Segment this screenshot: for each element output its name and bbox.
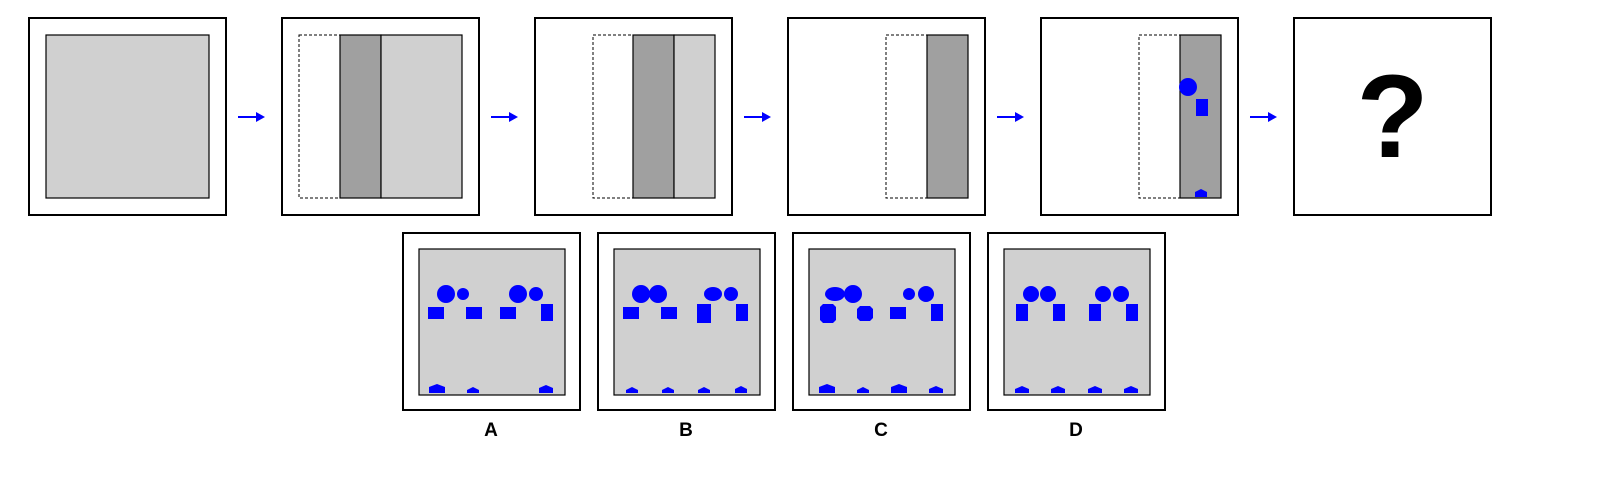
blue-rectangle [428, 307, 444, 319]
blue-rectangle [1126, 304, 1138, 321]
blue-pentagon [429, 384, 445, 393]
blue-pentagon [929, 386, 943, 393]
blue-circle [1023, 286, 1039, 302]
blue-rectangle [736, 304, 748, 321]
blue-circle [844, 285, 862, 303]
option-b-label[interactable]: B [679, 420, 693, 441]
blue-octagon [857, 306, 873, 321]
blue-pentagon [1051, 386, 1065, 393]
blue-circle [1040, 286, 1056, 302]
blue-pentagon [819, 384, 835, 393]
option-d-label[interactable]: D [1069, 420, 1083, 441]
blue-circle [1179, 78, 1197, 96]
option-c-label[interactable]: C [874, 420, 888, 441]
frame-1-drawing [45, 34, 210, 199]
blue-pentagon [626, 387, 638, 393]
blue-rectangle [541, 304, 553, 321]
blue-circle [529, 287, 543, 301]
light-gray-square [45, 34, 210, 199]
blue-circle [903, 288, 915, 300]
frame-3-drawing [592, 34, 716, 199]
sequence-frame-6: ? [1293, 17, 1492, 216]
blue-rectangle [1053, 304, 1065, 321]
right-arrow-icon [1250, 112, 1277, 122]
option-b-frame[interactable] [597, 232, 776, 411]
blue-circle [509, 285, 527, 303]
blue-circle [1095, 286, 1111, 302]
blue-pentagon [857, 387, 869, 393]
blue-circle [649, 285, 667, 303]
dark-gray-strip [1179, 34, 1222, 199]
question-mark: ? [1356, 50, 1429, 183]
frame-4-drawing [885, 34, 969, 199]
blue-circle [1113, 286, 1129, 302]
right-arrow-icon [238, 112, 265, 122]
blue-circle [457, 288, 469, 300]
blue-pentagon [662, 387, 674, 393]
sequence-frame-2 [281, 17, 480, 216]
option-b-drawing [613, 248, 761, 396]
blue-pentagon [1124, 386, 1138, 393]
blue-circle [918, 286, 934, 302]
dark-gray-strip [339, 34, 382, 199]
blue-circle [632, 285, 650, 303]
option-d-drawing [1003, 248, 1151, 396]
blue-rectangle [661, 307, 677, 319]
frame-2-drawing [298, 34, 463, 199]
blue-pentagon [467, 387, 479, 393]
blue-rectangle [500, 307, 516, 319]
blue-pentagon [1088, 386, 1102, 393]
blue-rectangle [623, 307, 639, 319]
option-a-drawing [418, 248, 566, 396]
option-d-frame[interactable] [987, 232, 1166, 411]
right-arrow-icon [997, 112, 1024, 122]
option-a-frame[interactable] [402, 232, 581, 411]
sequence-frame-1 [28, 17, 227, 216]
blue-pentagon [698, 387, 710, 393]
blue-circle [437, 285, 455, 303]
sequence-frame-5 [1040, 17, 1239, 216]
sequence-frame-4 [787, 17, 986, 216]
blue-rectangle [1089, 304, 1101, 321]
blue-ellipse [704, 287, 722, 301]
blue-ellipse [825, 287, 845, 301]
blue-rectangle [466, 307, 482, 319]
dark-gray-strip [632, 34, 675, 199]
sequence-frame-3 [534, 17, 733, 216]
blue-pentagon [735, 386, 747, 393]
right-arrow-icon [744, 112, 771, 122]
blue-pentagon [1195, 189, 1207, 197]
blue-rectangle [890, 307, 906, 319]
light-gray-region [673, 34, 716, 199]
blue-rectangle [1016, 304, 1028, 321]
blue-rectangle [1196, 99, 1208, 116]
option-c-frame[interactable] [792, 232, 971, 411]
blue-pentagon [539, 385, 553, 393]
light-gray-region [380, 34, 463, 199]
blue-octagon [820, 304, 836, 323]
blue-rectangle [931, 304, 943, 321]
right-arrow-icon [491, 112, 518, 122]
blue-rectangle [697, 304, 711, 323]
frame-5-drawing [1138, 34, 1222, 199]
dark-gray-strip [926, 34, 969, 199]
option-a-label[interactable]: A [484, 420, 498, 441]
blue-pentagon [1015, 386, 1029, 393]
blue-circle [724, 287, 738, 301]
blue-pentagon [891, 384, 907, 393]
option-c-drawing [808, 248, 956, 396]
